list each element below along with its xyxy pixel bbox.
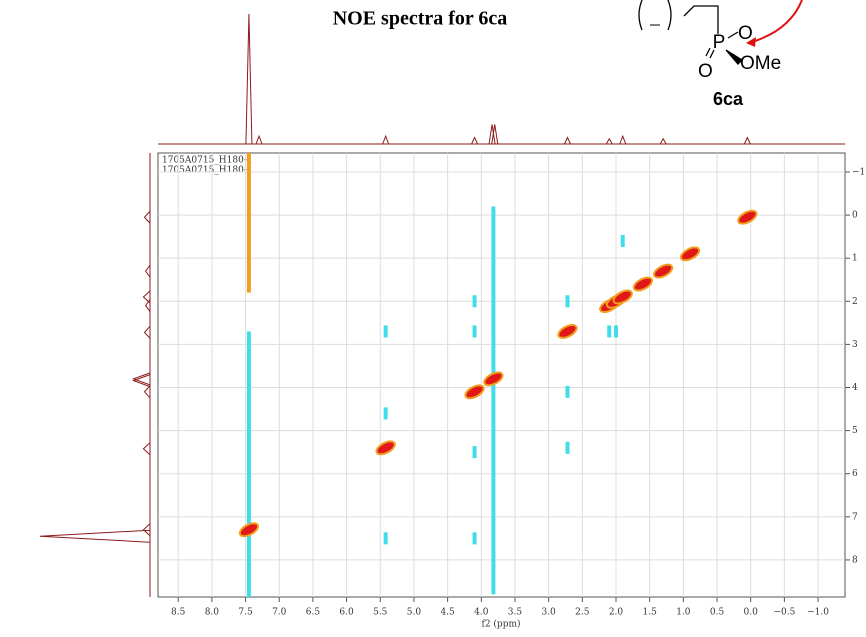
diagonal-peak <box>375 440 396 456</box>
x-tick-label: 4.0 <box>474 608 489 618</box>
projection-peak <box>142 442 151 456</box>
projection-peak <box>255 134 263 145</box>
projection-peak <box>605 137 613 145</box>
x-tick-label: 2.0 <box>609 608 624 618</box>
cross-peak <box>383 325 388 338</box>
y-tick-label: −1 <box>852 167 865 177</box>
y-tick-label: 6 <box>852 469 858 479</box>
x-tick-label: 4.5 <box>440 608 455 618</box>
cross-peak <box>472 532 477 545</box>
diagonal-peak <box>653 263 674 279</box>
y-tick-label: 4 <box>852 383 858 393</box>
projection-peak <box>144 264 151 278</box>
y-tick-label: 2 <box>852 297 858 307</box>
diagonal-peak <box>679 246 701 262</box>
projection-peak <box>488 124 496 145</box>
projection-peak <box>142 523 151 537</box>
x-tick-label: 6.0 <box>339 608 354 618</box>
diagonal-peak <box>612 289 633 305</box>
cross-peak <box>620 234 625 247</box>
chart-title: NOE spectra for 6ca <box>333 8 508 30</box>
projection-peak <box>619 134 627 145</box>
x-axis-label: f2 (ppm) <box>482 619 521 630</box>
projection-peak <box>471 136 479 145</box>
x-tick-label: 3.5 <box>508 608 523 618</box>
x-tick-label: −0.5 <box>773 608 795 618</box>
cross-peak <box>565 385 570 398</box>
projection-peak <box>491 124 499 145</box>
cross-peak <box>614 325 618 338</box>
x-tick-label: 3.0 <box>541 608 556 618</box>
x-tick-label: 2.5 <box>575 608 590 618</box>
projection-peak <box>143 210 151 224</box>
diagonal-peak <box>737 209 758 225</box>
atom-label: OMe <box>740 53 781 74</box>
y-tick-label: 8 <box>852 555 858 565</box>
projection-peak <box>382 134 390 145</box>
projection-peak <box>143 325 151 339</box>
atom-label: P <box>713 32 726 53</box>
noe-arrow <box>751 0 803 43</box>
projection-peak <box>659 137 667 145</box>
x-tick-label: 5.0 <box>407 608 422 618</box>
x-tick-label: 6.5 <box>306 608 321 618</box>
diagonal-peak <box>557 324 578 339</box>
projection-peak <box>245 13 253 145</box>
cross-peak <box>472 325 477 338</box>
x-tick-label: −1.0 <box>807 608 829 618</box>
atom-label: O <box>698 61 713 82</box>
cross-peak <box>472 295 477 308</box>
x-tick-label: 8.0 <box>205 608 220 618</box>
projection-peak <box>132 372 151 386</box>
projection-peak <box>142 290 151 304</box>
diagonal-peak <box>464 384 485 400</box>
atom-label: O <box>738 23 753 44</box>
cross-peak <box>565 441 570 454</box>
structure-bonds <box>638 0 719 34</box>
x-tick-label: 7.0 <box>272 608 287 618</box>
projection-peak <box>564 136 571 145</box>
cross-peak <box>383 532 388 545</box>
cross-peak <box>607 325 612 338</box>
noe-arrowhead <box>746 37 756 47</box>
plot-frame <box>157 152 846 598</box>
y-tick-label: 5 <box>852 426 858 436</box>
diagonal-peak <box>238 522 260 538</box>
projection-peak <box>143 385 151 399</box>
diagonal-peak <box>632 276 654 292</box>
x-tick-label: 1.5 <box>643 608 658 618</box>
x-tick-label: 7.5 <box>238 608 253 618</box>
y-tick-label: 7 <box>852 512 858 522</box>
cross-peak <box>565 295 570 308</box>
cross-peak <box>383 407 388 420</box>
y-tick-label: 1 <box>852 254 858 264</box>
y-tick-label: 3 <box>852 340 858 350</box>
projection-peak <box>743 136 751 145</box>
x-tick-label: 8.5 <box>171 608 186 618</box>
x-tick-label: 1.0 <box>676 608 691 618</box>
y-tick-label: 0 <box>852 211 858 221</box>
cross-peak <box>472 446 477 459</box>
x-tick-label: 5.5 <box>373 608 388 618</box>
dataset-label: 1705A0715_H180-1 <box>162 156 253 166</box>
projection-peak <box>132 374 151 388</box>
x-tick-label: 0.0 <box>744 608 759 618</box>
x-tick-label: 0.5 <box>710 608 725 618</box>
dataset-label: 1705A0715_H180-1 <box>162 166 253 176</box>
projection-peak <box>39 529 151 543</box>
diagonal-peak <box>483 371 504 387</box>
compound-label: 6ca <box>713 89 744 109</box>
structure-bonds <box>705 31 744 65</box>
